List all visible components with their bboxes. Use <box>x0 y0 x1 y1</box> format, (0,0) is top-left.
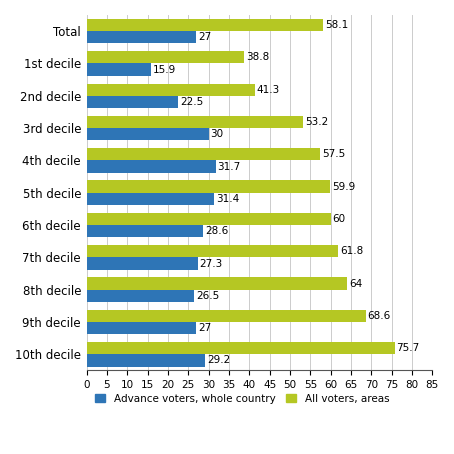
Text: 27: 27 <box>198 32 212 42</box>
Text: 41.3: 41.3 <box>257 84 280 94</box>
Text: 60: 60 <box>333 214 346 224</box>
Bar <box>87 116 303 128</box>
Text: 57.5: 57.5 <box>322 149 346 159</box>
Text: 27.3: 27.3 <box>200 258 223 268</box>
Bar <box>87 180 330 193</box>
Text: 28.6: 28.6 <box>205 226 228 236</box>
Text: 26.5: 26.5 <box>197 291 220 301</box>
Bar <box>87 354 205 366</box>
Bar <box>87 64 151 76</box>
Text: 15.9: 15.9 <box>153 64 177 74</box>
Text: 59.9: 59.9 <box>332 182 355 192</box>
Bar <box>87 51 244 64</box>
Text: 61.8: 61.8 <box>340 246 363 256</box>
Bar <box>87 84 255 96</box>
Text: 58.1: 58.1 <box>325 20 348 30</box>
Bar <box>87 19 323 31</box>
Bar <box>87 277 347 290</box>
Text: 75.7: 75.7 <box>397 343 420 353</box>
Bar <box>87 148 321 160</box>
Text: 27: 27 <box>198 323 212 333</box>
Text: 22.5: 22.5 <box>180 97 203 107</box>
Bar <box>87 128 208 140</box>
Bar <box>87 31 197 44</box>
Bar <box>87 290 194 302</box>
Text: 30: 30 <box>211 129 224 139</box>
Bar <box>87 245 338 257</box>
Legend: Advance voters, whole country, All voters, areas: Advance voters, whole country, All voter… <box>91 390 394 408</box>
Text: 31.4: 31.4 <box>217 194 240 204</box>
Bar <box>87 225 203 237</box>
Bar <box>87 160 216 173</box>
Text: 38.8: 38.8 <box>247 52 270 62</box>
Text: 68.6: 68.6 <box>368 311 391 321</box>
Bar <box>87 310 365 322</box>
Bar <box>87 96 178 108</box>
Text: 29.2: 29.2 <box>207 355 231 365</box>
Text: 53.2: 53.2 <box>305 117 328 127</box>
Bar <box>87 322 197 334</box>
Bar <box>87 342 395 354</box>
Bar <box>87 257 197 270</box>
Text: 31.7: 31.7 <box>217 162 241 172</box>
Bar <box>87 193 214 205</box>
Text: 64: 64 <box>349 279 362 289</box>
Bar <box>87 213 331 225</box>
